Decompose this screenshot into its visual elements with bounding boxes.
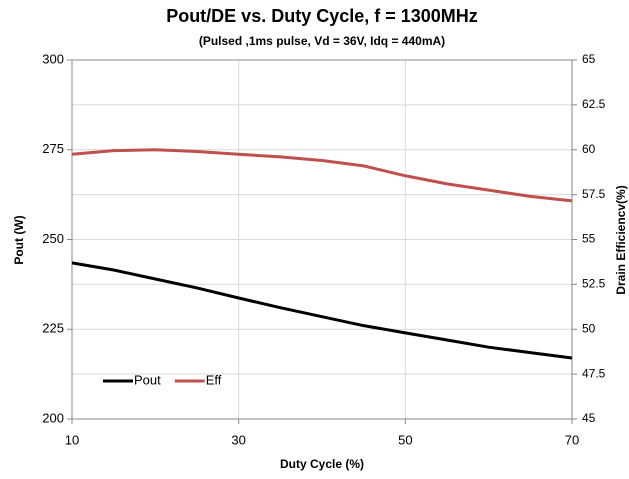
plot-frame (71, 59, 573, 420)
chart-subtitle: (Pulsed ,1ms pulse, Vd = 36V, Idq = 440m… (199, 34, 445, 48)
y2-tick-label: 52.5 (582, 277, 606, 291)
x-tick-label: 50 (398, 432, 412, 447)
y2-tick-label: 45 (582, 411, 596, 425)
y2-tick-label: 50 (582, 321, 596, 335)
y2-tick-label: 57.5 (582, 187, 606, 201)
legend-label: Pout (134, 372, 161, 387)
series-line (71, 261, 573, 360)
x-tick-label: 10 (65, 432, 79, 447)
legend-label: Eff (206, 372, 222, 387)
y2-axis-label: Drain Efficiencv(%) (614, 185, 628, 294)
y2-tick-label: 65 (582, 52, 596, 66)
series-line (71, 148, 573, 203)
y2-tick-label: 47.5 (582, 366, 606, 380)
y2-tick-label: 55 (582, 232, 596, 246)
y-tick-label: 300 (42, 51, 64, 66)
y-tick-label: 200 (42, 410, 64, 425)
x-axis-label: Duty Cycle (%) (280, 457, 364, 471)
y-tick-label: 275 (42, 141, 64, 156)
y-tick-label: 225 (42, 321, 64, 336)
y-tick-label: 250 (42, 231, 64, 246)
y-axis-label: Pout (W) (12, 215, 26, 264)
y2-tick-label: 62.5 (582, 97, 606, 111)
x-tick-label: 30 (231, 432, 245, 447)
chart-title: Pout/DE vs. Duty Cycle, f = 1300MHz (166, 6, 478, 26)
x-tick-label: 70 (565, 432, 579, 447)
y2-tick-label: 60 (582, 142, 596, 156)
